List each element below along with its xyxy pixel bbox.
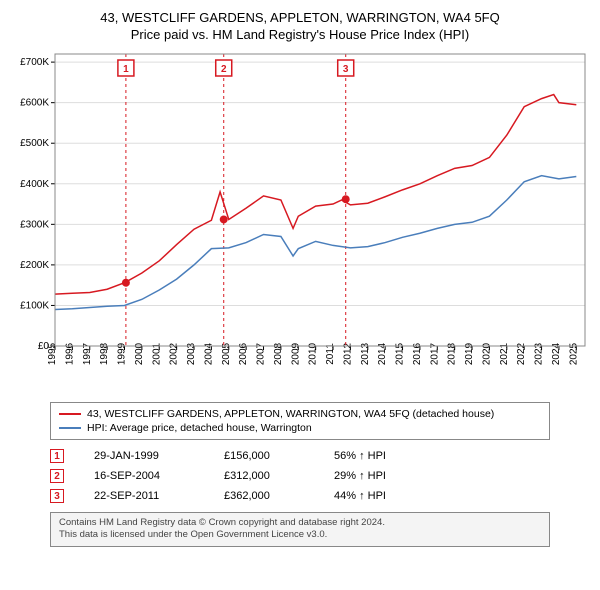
transaction-date: 29-JAN-1999 <box>94 450 194 462</box>
legend-label: 43, WESTCLIFF GARDENS, APPLETON, WARRING… <box>87 408 494 420</box>
svg-text:£100K: £100K <box>20 300 49 311</box>
chart-area: £0£100K£200K£300K£400K£500K£600K£700K199… <box>10 46 590 396</box>
chart-title-block: 43, WESTCLIFF GARDENS, APPLETON, WARRING… <box>10 10 590 42</box>
transaction-pct: 56% ↑ HPI <box>334 450 434 462</box>
footer-line2: This data is licensed under the Open Gov… <box>59 529 541 541</box>
attribution-footer: Contains HM Land Registry data © Crown c… <box>50 512 550 547</box>
svg-text:1: 1 <box>123 64 129 75</box>
svg-text:£200K: £200K <box>20 260 49 271</box>
table-row: 2 16-SEP-2004 £312,000 29% ↑ HPI <box>50 466 590 486</box>
legend-item: 43, WESTCLIFF GARDENS, APPLETON, WARRING… <box>59 407 541 421</box>
legend-swatch-property <box>59 413 81 415</box>
legend: 43, WESTCLIFF GARDENS, APPLETON, WARRING… <box>50 402 550 440</box>
transaction-marker-icon: 1 <box>50 449 64 463</box>
transaction-date: 16-SEP-2004 <box>94 470 194 482</box>
transaction-price: £312,000 <box>224 470 304 482</box>
legend-swatch-hpi <box>59 427 81 429</box>
transaction-price: £156,000 <box>224 450 304 462</box>
svg-text:£400K: £400K <box>20 179 49 190</box>
svg-text:£500K: £500K <box>20 138 49 149</box>
chart-title-line1: 43, WESTCLIFF GARDENS, APPLETON, WARRING… <box>10 10 590 25</box>
transaction-marker-icon: 3 <box>50 489 64 503</box>
transaction-pct: 29% ↑ HPI <box>334 470 434 482</box>
legend-label: HPI: Average price, detached house, Warr… <box>87 422 312 434</box>
chart-title-line2: Price paid vs. HM Land Registry's House … <box>10 27 590 42</box>
transaction-date: 22-SEP-2011 <box>94 490 194 502</box>
transaction-pct: 44% ↑ HPI <box>334 490 434 502</box>
chart-svg: £0£100K£200K£300K£400K£500K£600K£700K199… <box>10 46 590 396</box>
table-row: 1 29-JAN-1999 £156,000 56% ↑ HPI <box>50 446 590 466</box>
svg-text:£300K: £300K <box>20 219 49 230</box>
legend-item: HPI: Average price, detached house, Warr… <box>59 421 541 435</box>
transaction-price: £362,000 <box>224 490 304 502</box>
transaction-marker-icon: 2 <box>50 469 64 483</box>
transactions-table: 1 29-JAN-1999 £156,000 56% ↑ HPI 2 16-SE… <box>50 446 590 506</box>
svg-text:£700K: £700K <box>20 57 49 68</box>
svg-text:£600K: £600K <box>20 98 49 109</box>
svg-text:3: 3 <box>343 64 349 75</box>
footer-line1: Contains HM Land Registry data © Crown c… <box>59 517 541 529</box>
svg-text:2: 2 <box>221 64 227 75</box>
table-row: 3 22-SEP-2011 £362,000 44% ↑ HPI <box>50 486 590 506</box>
